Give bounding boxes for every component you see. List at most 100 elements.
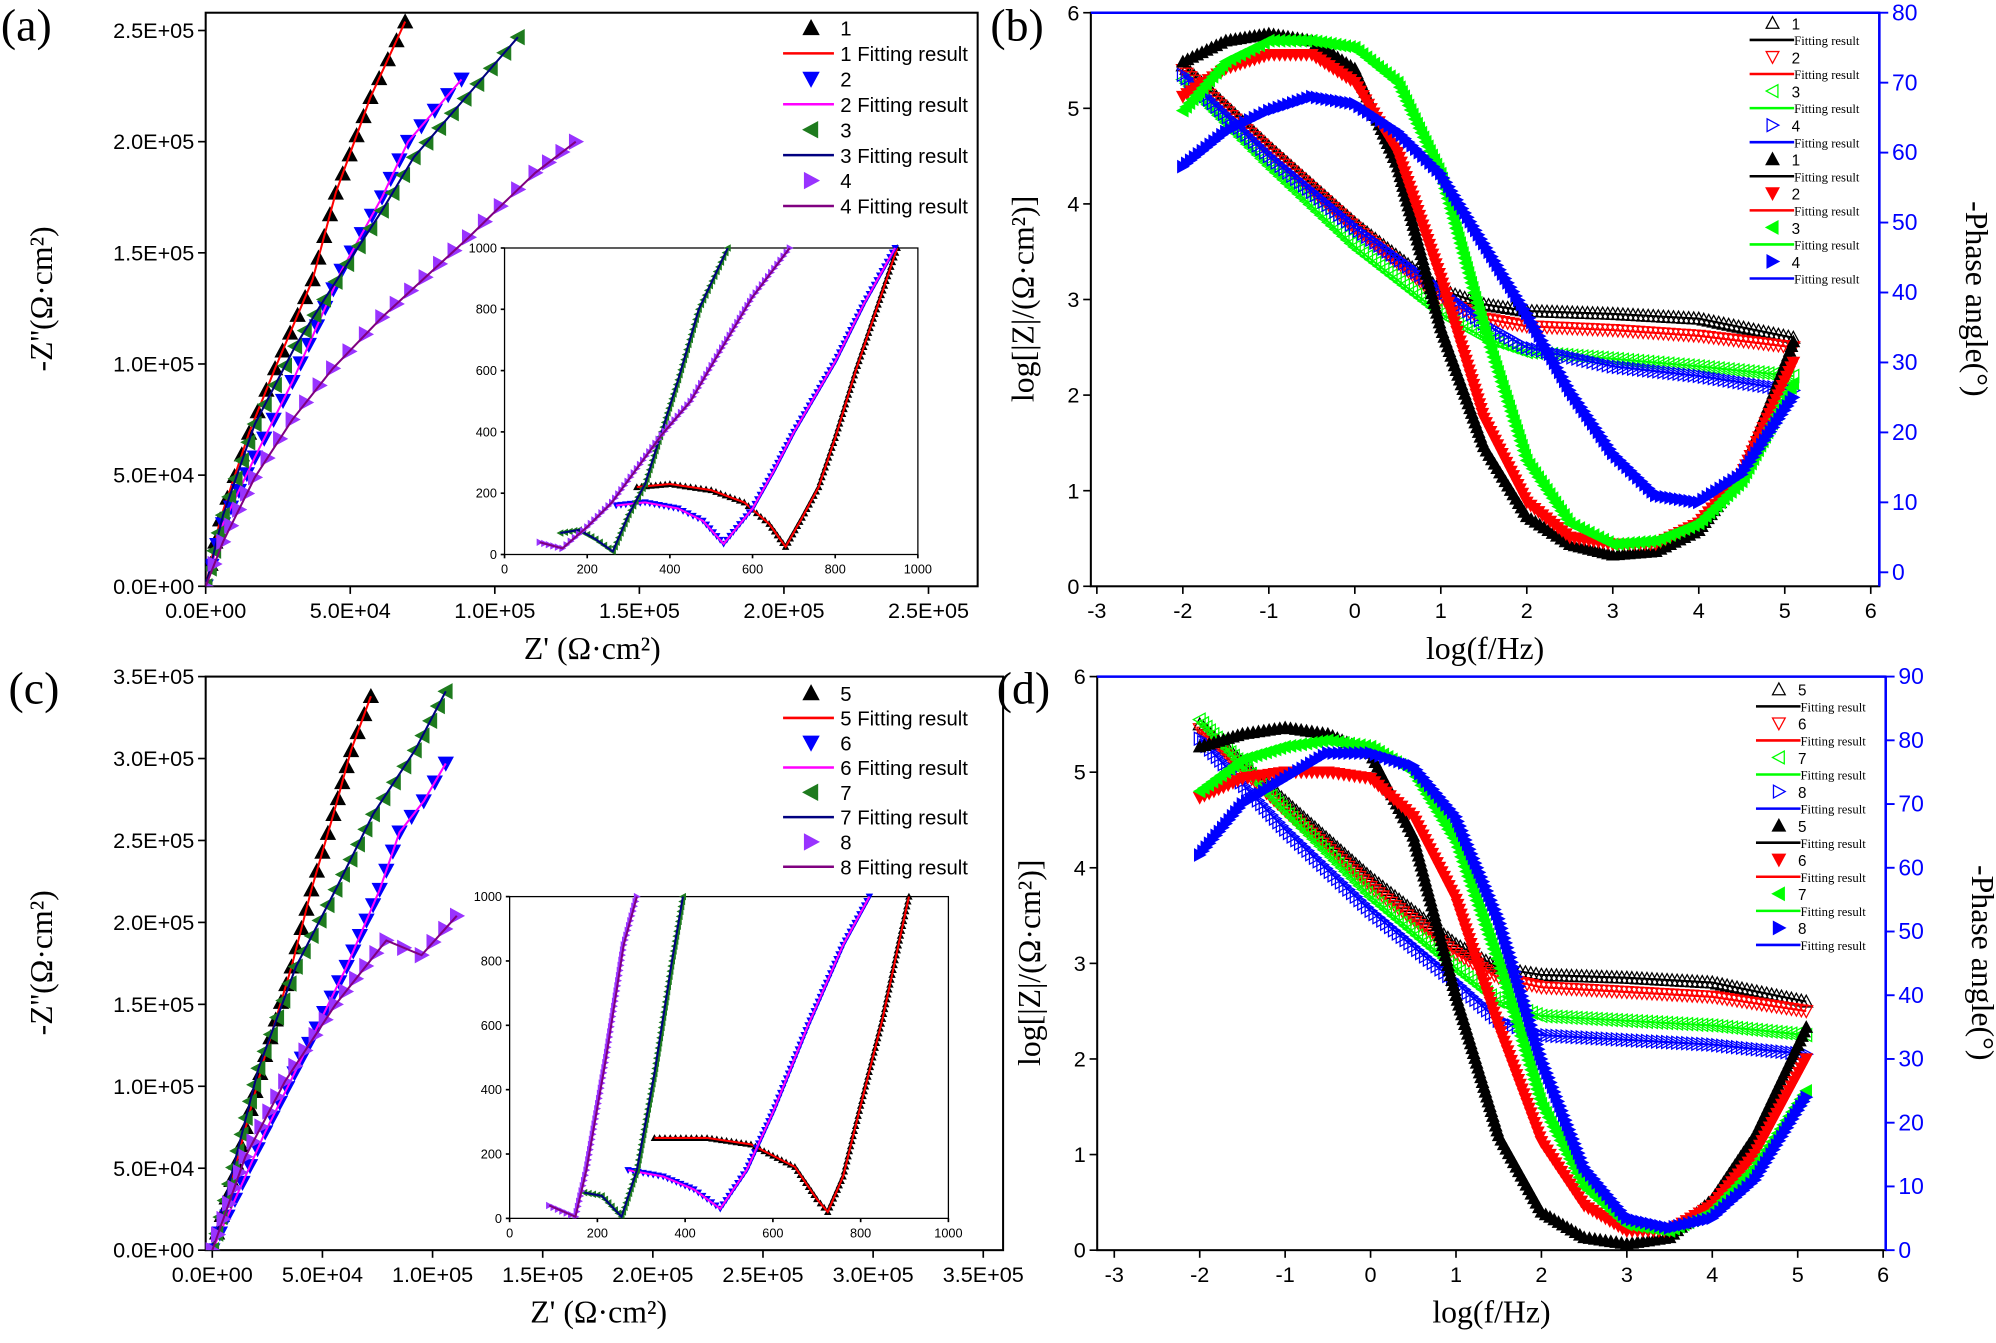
- data-point-marker: [1520, 339, 1535, 355]
- y-tick-label: 0: [495, 1211, 502, 1226]
- legend-entry: Fitting result: [1755, 735, 1866, 749]
- data-point-marker: [1395, 929, 1410, 945]
- data-point-marker: [1799, 1020, 1814, 1033]
- legend-label: 5: [840, 684, 851, 706]
- fitting-result-line: [539, 247, 791, 550]
- y-tick-label: 600: [476, 363, 497, 378]
- y-tick-label: 2: [1074, 1047, 1086, 1072]
- legend-label: 1 Fitting result: [840, 44, 968, 66]
- legend-label: Fitting result: [1794, 136, 1860, 150]
- legend-label: Fitting result: [1794, 239, 1860, 253]
- legend-marker: [1766, 117, 1781, 133]
- fitting-result-line: [211, 762, 447, 1251]
- data-point-marker: [1345, 885, 1360, 901]
- y-tick-label: 3: [1067, 287, 1079, 312]
- data-point-marker: [1320, 846, 1334, 861]
- data-point-marker: [1571, 351, 1586, 366]
- y-tick-label: 5: [1074, 760, 1086, 785]
- x-tick-label: 1.0E+05: [392, 1262, 473, 1287]
- data-point-marker: [1454, 297, 1469, 313]
- legend-entry: 2: [1765, 50, 1800, 67]
- data-point-marker: [1255, 796, 1269, 812]
- data-point-marker: [1337, 863, 1352, 879]
- fitting-result-line: [636, 247, 899, 549]
- legend-marker: [1771, 853, 1787, 868]
- fitting-result-line: [205, 36, 519, 587]
- legend-entry: 6: [802, 733, 852, 755]
- x-axis-title: log(f/Hz): [1432, 1295, 1550, 1330]
- data-point-marker: [1357, 896, 1371, 912]
- data-point-marker: [1405, 924, 1420, 940]
- legend-entry: 5: [1771, 681, 1806, 700]
- legend-entry: Fitting result: [1755, 803, 1866, 817]
- data-point-marker: [1288, 813, 1302, 829]
- right-y-axis-title: -Phase angle(°): [1959, 201, 1994, 396]
- fitting-result-line: [1182, 39, 1795, 546]
- series-3: [205, 29, 525, 587]
- legend-entry: Fitting result: [1755, 939, 1866, 953]
- y-tick-label: 200: [481, 1146, 502, 1161]
- fitting-result-line: [627, 896, 871, 1211]
- data-point-marker: [1525, 341, 1540, 356]
- legend-marker: [1765, 50, 1780, 65]
- data-point-marker: [1291, 817, 1306, 833]
- data-point-marker: [1331, 871, 1345, 887]
- x-tick-label: 2: [1535, 1262, 1547, 1287]
- data-point-marker: [1325, 200, 1340, 216]
- x-tick-label: 0: [506, 1225, 513, 1240]
- data-point-marker: [1327, 868, 1342, 883]
- data-point-marker: [1274, 799, 1288, 815]
- data-point-marker: [1355, 874, 1371, 888]
- data-point-marker: [1329, 204, 1343, 219]
- y-tick-label: 4: [1067, 191, 1079, 216]
- legend-label: Fitting result: [1794, 170, 1860, 184]
- data-point-marker: [1375, 261, 1390, 277]
- data-point-marker: [1396, 277, 1410, 293]
- data-point-marker: [1297, 178, 1312, 193]
- data-point-marker: [1389, 249, 1404, 265]
- right-y-tick-label: 50: [1892, 209, 1917, 235]
- data-point-marker: [1294, 174, 1308, 190]
- legend-label: 4: [1792, 255, 1801, 272]
- right-y-axis-title: -Phase angle(°): [1965, 865, 1996, 1060]
- data-point-marker: [1426, 955, 1441, 971]
- x-tick-label: -2: [1173, 598, 1192, 623]
- data-point-marker: [1207, 745, 1222, 761]
- x-tick-label: 0: [501, 562, 508, 577]
- legend-entry: Fitting result: [1749, 273, 1860, 287]
- y-tick-label: 6: [1067, 0, 1079, 25]
- data-point-marker: [1561, 348, 1575, 364]
- data-point-marker: [1195, 715, 1210, 731]
- data-point-marker: [1411, 942, 1425, 958]
- data-point-marker: [1282, 825, 1297, 841]
- data-point-marker: [1402, 258, 1416, 274]
- data-point-marker: [1386, 908, 1400, 924]
- data-point-marker: [1785, 368, 1800, 384]
- series-8: [205, 907, 466, 1251]
- fitting-result-line: [654, 896, 910, 1214]
- panel-label: (b): [990, 0, 1043, 51]
- panel-label: (c): [9, 662, 60, 713]
- series-4: [205, 133, 585, 587]
- x-tick-label: 800: [850, 1225, 871, 1240]
- data-point-marker: [1477, 999, 1491, 1015]
- data-point-marker: [1458, 300, 1472, 316]
- data-point-marker: [1372, 909, 1387, 925]
- data-point-marker: [1473, 995, 1487, 1011]
- legend-marker: [1764, 219, 1779, 235]
- data-point-marker: [1591, 355, 1606, 371]
- data-point-marker: [1422, 952, 1437, 968]
- data-point-marker: [1378, 902, 1393, 917]
- legend-marker: [802, 684, 820, 701]
- legend-entry: 5 Fitting result: [783, 709, 968, 731]
- x-tick-label: 3: [1607, 598, 1619, 623]
- data-point-marker: [1321, 197, 1336, 213]
- data-point-marker: [1351, 242, 1365, 258]
- legend-label: 6: [1798, 853, 1806, 870]
- data-point-marker: [1359, 249, 1374, 264]
- legend-entry: Fitting result: [1755, 905, 1866, 919]
- y-tick-label: 2.5E+05: [113, 18, 194, 43]
- y-tick-label: 3.0E+05: [113, 746, 194, 771]
- data-point-marker: [1265, 807, 1280, 823]
- y-tick-label: 1.5E+05: [113, 240, 194, 265]
